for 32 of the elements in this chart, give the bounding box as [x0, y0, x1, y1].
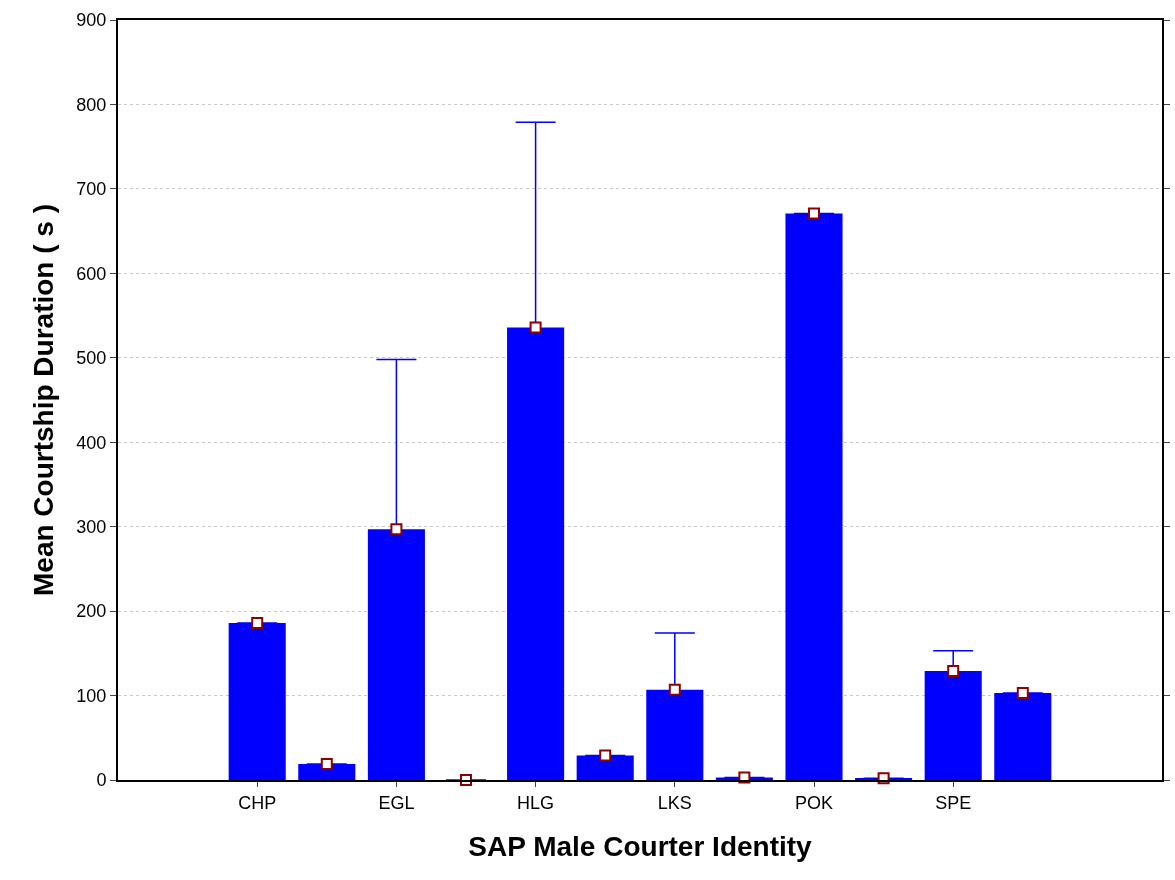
point: [320, 757, 333, 770]
y-tick-label: 800: [76, 94, 107, 115]
y-tick-label: 200: [76, 601, 107, 622]
point: [668, 683, 681, 696]
x-tick-label: EGL: [378, 792, 415, 813]
x-tick-label: POK: [794, 792, 834, 813]
bar: [994, 693, 1052, 780]
point: [1016, 687, 1029, 700]
y-tick-label: 400: [76, 432, 107, 453]
point: [599, 749, 612, 762]
bar: [576, 755, 634, 780]
y-tick-label: 700: [76, 179, 107, 200]
bar: [785, 213, 843, 780]
point: [808, 207, 820, 220]
point: [529, 321, 542, 334]
y-tick-label: 600: [76, 263, 107, 284]
x-tick-label: CHP: [238, 792, 277, 813]
bar: [298, 763, 356, 780]
y-tick-label: 300: [76, 516, 107, 537]
y-axis-title: Mean Courtship Duration ( s ): [27, 204, 59, 596]
point: [251, 616, 264, 629]
bar: [228, 622, 286, 780]
y-tick-label: 900: [76, 10, 107, 31]
x-axis-title: SAP Male Courter Identity: [468, 831, 813, 863]
x-tick-label: SPE: [935, 792, 972, 813]
y-tick-label: 500: [76, 348, 107, 369]
y-tick-label: 0: [96, 770, 107, 791]
x-tick-label: LKS: [657, 792, 692, 813]
x-tick-label: HLG: [517, 792, 555, 813]
y-tick-label: 100: [76, 685, 107, 706]
point: [390, 523, 403, 536]
point: [947, 665, 960, 678]
